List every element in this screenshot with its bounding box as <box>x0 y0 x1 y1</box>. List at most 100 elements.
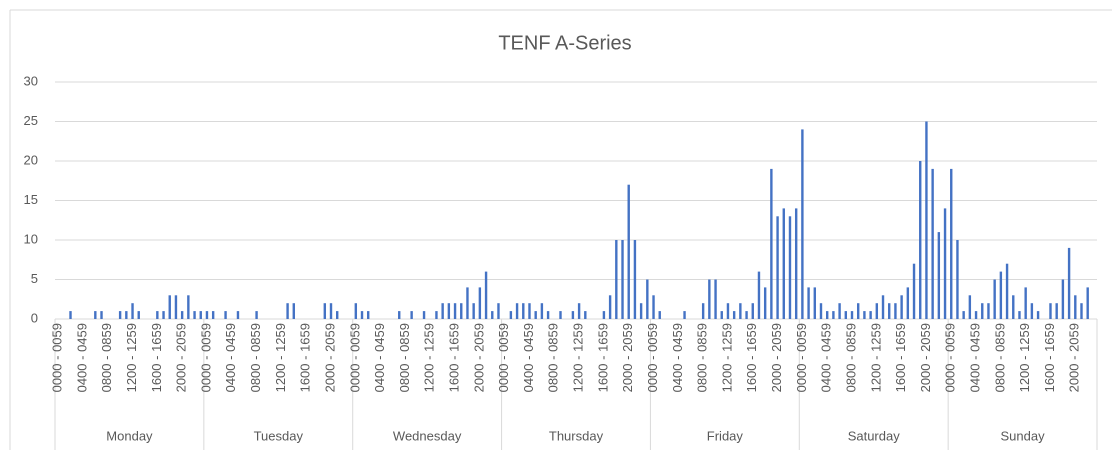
x-tick-label: 1200 - 1259 <box>124 323 139 392</box>
x-tick-label: 2000 - 2059 <box>1067 323 1082 392</box>
bar <box>782 208 785 319</box>
bar <box>763 287 767 319</box>
bar <box>863 311 866 319</box>
bar <box>1036 311 1040 319</box>
bar <box>683 311 686 319</box>
bar <box>627 184 630 319</box>
bar <box>925 121 928 319</box>
bar <box>577 303 581 319</box>
bar <box>714 279 717 319</box>
y-tick-label: 10 <box>24 231 38 246</box>
x-tick-label: 0800 - 0859 <box>843 323 858 392</box>
bar <box>757 271 761 319</box>
bar <box>813 287 816 319</box>
x-tick-label: 1600 - 1659 <box>1042 323 1057 392</box>
group-label: Wednesday <box>393 428 462 443</box>
x-tick-label: 1200 - 1259 <box>422 323 437 392</box>
bar <box>1005 263 1009 319</box>
bar <box>211 311 215 319</box>
y-tick-label: 25 <box>24 113 38 128</box>
bar <box>1049 303 1052 319</box>
bar <box>1055 303 1058 319</box>
bar <box>137 311 140 319</box>
bar <box>825 311 829 319</box>
bar <box>838 303 841 319</box>
bar <box>850 311 854 319</box>
bar <box>1012 295 1015 319</box>
bar <box>509 311 513 319</box>
bar <box>515 303 519 319</box>
bar <box>1030 303 1034 319</box>
bar <box>608 295 612 319</box>
bar <box>497 303 500 319</box>
bar <box>819 303 823 319</box>
bar <box>584 311 587 319</box>
x-tick-label: 2000 - 2059 <box>620 323 635 392</box>
bar <box>1080 303 1083 319</box>
bar <box>398 311 401 319</box>
bar <box>633 240 637 319</box>
bar <box>484 271 488 319</box>
bar <box>323 303 327 319</box>
bar <box>329 303 333 319</box>
bar <box>131 303 134 319</box>
bar <box>193 311 196 319</box>
bar <box>1024 287 1027 319</box>
bar <box>919 161 922 319</box>
bar <box>739 303 742 319</box>
bar <box>832 311 835 319</box>
x-tick-label: 0800 - 0859 <box>397 323 412 392</box>
y-tick-label: 5 <box>31 271 38 286</box>
bar <box>720 311 723 319</box>
bar <box>422 311 426 319</box>
bar <box>968 295 972 319</box>
bar <box>869 311 872 319</box>
bar <box>981 303 984 319</box>
x-tick-label: 1600 - 1659 <box>149 323 164 392</box>
bar <box>94 311 97 319</box>
group-label: Friday <box>707 428 744 443</box>
bar <box>466 287 469 319</box>
bar <box>125 311 128 319</box>
bar <box>1018 311 1021 319</box>
bar <box>441 303 444 319</box>
bar <box>180 311 184 319</box>
bar <box>615 240 618 319</box>
bar <box>1061 279 1065 319</box>
bar <box>801 129 804 319</box>
bar <box>794 208 798 319</box>
bar <box>522 303 525 319</box>
bar <box>1067 247 1071 319</box>
bar <box>894 303 897 319</box>
group-label: Thursday <box>549 428 604 443</box>
bar <box>770 168 773 319</box>
bar <box>540 303 544 319</box>
x-tick-label: 2000 - 2059 <box>471 323 486 392</box>
bar <box>931 168 934 319</box>
bar <box>528 303 531 319</box>
y-tick-label: 20 <box>24 152 38 167</box>
bar <box>888 303 891 319</box>
bar <box>460 303 463 319</box>
bar <box>224 311 227 319</box>
x-tick-label: 0000 - 0059 <box>347 323 362 392</box>
bar <box>652 295 655 319</box>
x-tick-label: 0800 - 0859 <box>248 323 263 392</box>
bar <box>255 311 258 319</box>
bar <box>1074 295 1077 319</box>
bar <box>993 279 996 319</box>
bar <box>534 311 537 319</box>
bar <box>658 311 661 319</box>
bar <box>999 271 1003 319</box>
x-tick-label: 1600 - 1659 <box>595 323 610 392</box>
bar <box>788 216 792 319</box>
bar <box>491 311 494 319</box>
bar <box>701 303 705 319</box>
x-tick-label: 0400 - 0459 <box>521 323 536 392</box>
x-tick-label: 0400 - 0459 <box>223 323 238 392</box>
bar <box>844 311 848 319</box>
x-tick-label: 2000 - 2059 <box>322 323 337 392</box>
bar <box>943 208 947 319</box>
bar <box>900 295 903 319</box>
